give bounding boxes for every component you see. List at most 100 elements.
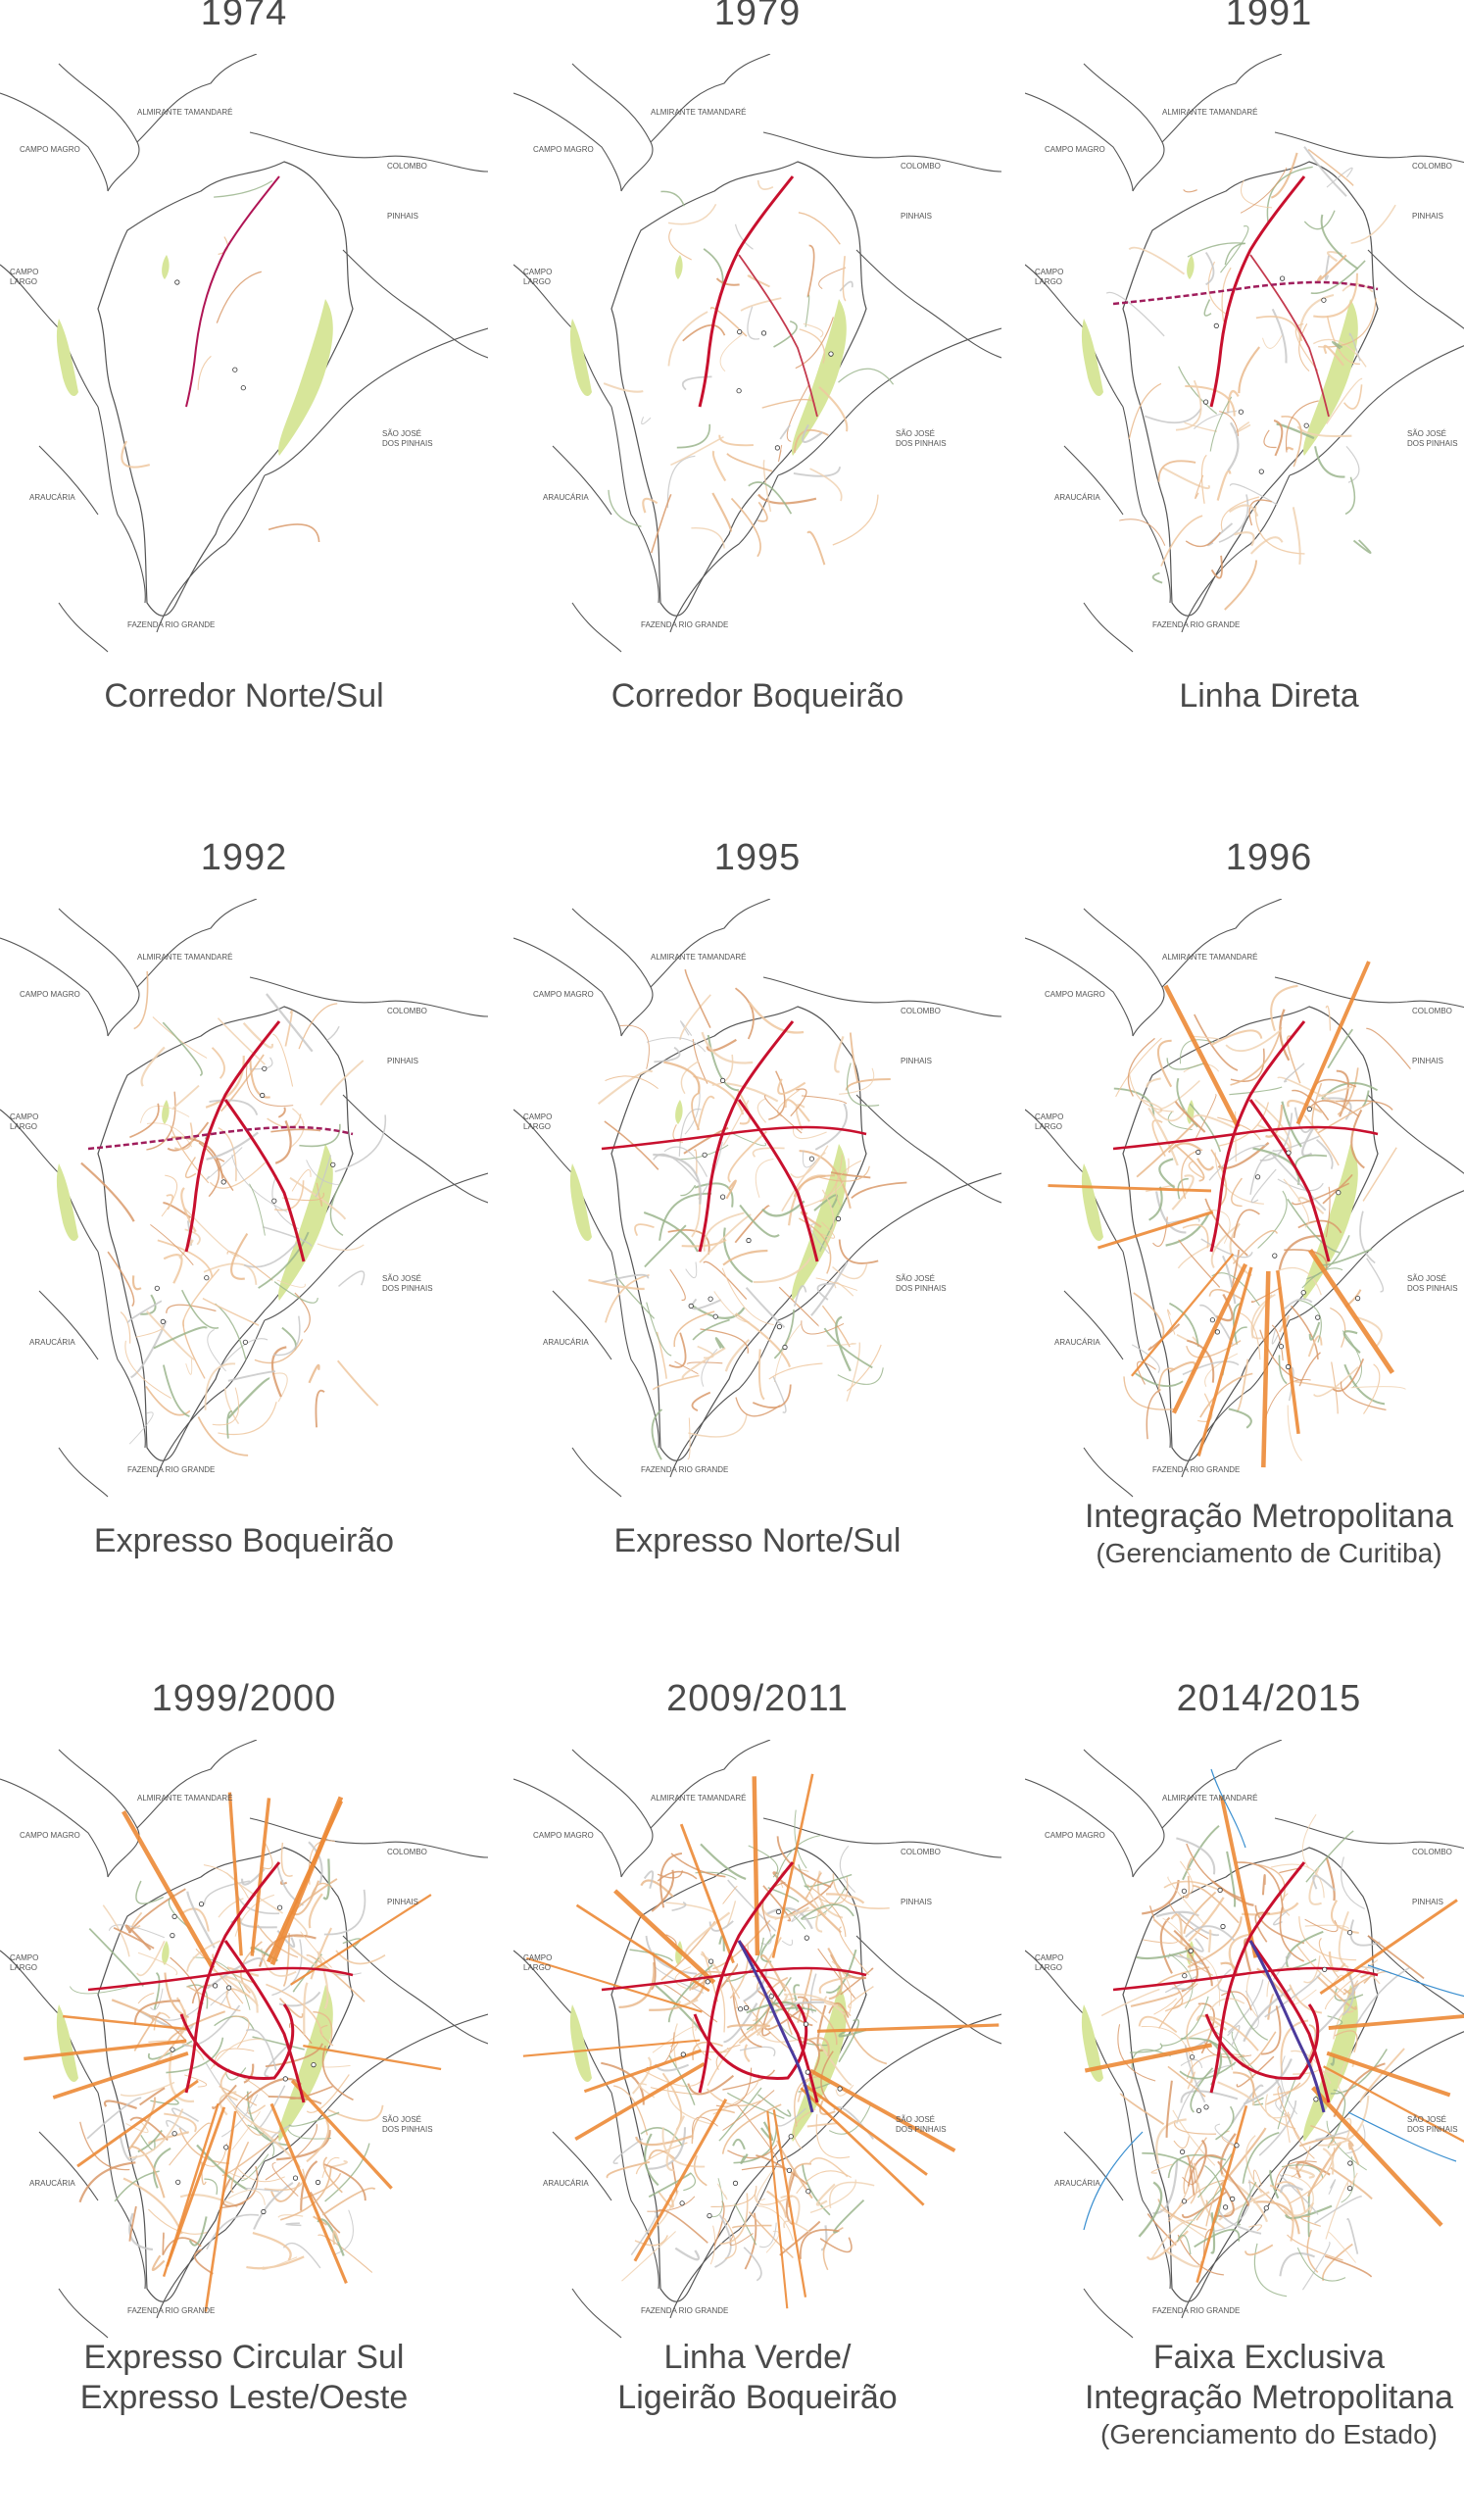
place-label-colombo: COLOMBO — [901, 162, 941, 171]
place-label-fazenda: FAZENDA RIO GRANDE — [641, 2306, 728, 2315]
caption-line: Expresso Leste/Oeste — [79, 2378, 409, 2416]
place-label-campo-largo-1: CAMPO — [523, 268, 552, 276]
place-label-almirante: ALMIRANTE TAMANDARÉ — [137, 1794, 233, 1803]
panel-caption: Faixa Exclusiva Integração Metropolitana(… — [1025, 2338, 1464, 2450]
place-label-sao-jose-1: SÃO JOSÉ — [1407, 1274, 1446, 1283]
place-label-almirante: ALMIRANTE TAMANDARÉ — [1162, 1794, 1258, 1803]
place-label-pinhais: PINHAIS — [1412, 212, 1443, 221]
place-label-sao-jose-2: DOS PINHAIS — [382, 2125, 433, 2134]
place-label-pinhais: PINHAIS — [901, 1057, 932, 1065]
place-label-campo-largo-2: LARGO — [1035, 1963, 1062, 1972]
place-label-colombo: COLOMBO — [901, 1007, 941, 1015]
place-label-sao-jose-1: SÃO JOSÉ — [896, 2115, 935, 2124]
place-label-fazenda: FAZENDA RIO GRANDE — [1152, 1465, 1240, 1474]
place-label-araucaria: ARAUCÁRIA — [1054, 1338, 1100, 1347]
panel-caption: Linha Direta — [1025, 676, 1464, 716]
place-label-colombo: COLOMBO — [387, 1007, 427, 1015]
place-label-fazenda: FAZENDA RIO GRANDE — [127, 1465, 215, 1474]
place-label-sao-jose-2: DOS PINHAIS — [896, 439, 947, 448]
place-label-araucaria: ARAUCÁRIA — [543, 2179, 589, 2188]
place-label-almirante: ALMIRANTE TAMANDARÉ — [651, 1794, 747, 1803]
place-label-colombo: COLOMBO — [1412, 1848, 1452, 1856]
caption-line: Integração Metropolitana — [1084, 2378, 1454, 2416]
place-label-campo-magro: CAMPO MAGRO — [533, 990, 594, 999]
place-label-campo-largo-2: LARGO — [10, 277, 37, 286]
place-label-sao-jose-2: DOS PINHAIS — [382, 439, 433, 448]
caption-line: Corredor Boqueirão — [610, 677, 904, 715]
map-drawing — [1025, 54, 1464, 653]
caption-subtitle: (Gerenciamento de Curitiba) — [1096, 1537, 1442, 1568]
network-map: ALMIRANTE TAMANDARÉ CAMPO MAGRO COLOMBO PIN… — [513, 899, 1001, 1502]
place-label-campo-largo-1: CAMPO — [10, 1112, 38, 1121]
network-map: ALMIRANTE TAMANDARÉ CAMPO MAGRO COLOMBO PIN… — [1025, 899, 1464, 1502]
place-label-fazenda: FAZENDA RIO GRANDE — [127, 2306, 215, 2315]
place-label-pinhais: PINHAIS — [1412, 1898, 1443, 1906]
place-label-almirante: ALMIRANTE TAMANDARÉ — [1162, 108, 1258, 117]
place-label-almirante: ALMIRANTE TAMANDARÉ — [1162, 953, 1258, 962]
place-label-sao-jose-1: SÃO JOSÉ — [382, 2115, 421, 2124]
map-drawing — [513, 54, 1001, 653]
place-label-campo-largo-1: CAMPO — [10, 1953, 38, 1962]
caption-line: Linha Direta — [1179, 677, 1359, 715]
place-label-sao-jose-2: DOS PINHAIS — [1407, 2125, 1458, 2134]
place-label-campo-magro: CAMPO MAGRO — [1045, 1831, 1105, 1840]
network-map: ALMIRANTE TAMANDARÉ CAMPO MAGRO COLOMBO PIN… — [0, 54, 488, 657]
map-drawing — [513, 899, 1001, 1498]
panel-year: 1996 — [1225, 837, 1313, 878]
caption-line: Linha Verde/ — [663, 2339, 852, 2376]
place-label-sao-jose-1: SÃO JOSÉ — [382, 1274, 421, 1283]
map-drawing — [0, 54, 488, 653]
place-label-colombo: COLOMBO — [1412, 162, 1452, 171]
panel-year: 1992 — [200, 837, 288, 878]
place-label-pinhais: PINHAIS — [901, 1898, 932, 1906]
place-label-almirante: ALMIRANTE TAMANDARÉ — [651, 953, 747, 962]
place-label-campo-magro: CAMPO MAGRO — [533, 145, 594, 154]
place-label-sao-jose-2: DOS PINHAIS — [1407, 439, 1458, 448]
network-map: ALMIRANTE TAMANDARÉ CAMPO MAGRO COLOMBO PIN… — [0, 899, 488, 1502]
place-label-sao-jose-2: DOS PINHAIS — [896, 1284, 947, 1293]
place-label-campo-largo-1: CAMPO — [523, 1112, 552, 1121]
place-label-campo-largo-2: LARGO — [523, 1122, 551, 1131]
place-label-campo-largo-1: CAMPO — [1035, 268, 1063, 276]
place-label-campo-largo-1: CAMPO — [1035, 1953, 1063, 1962]
map-drawing — [1025, 899, 1464, 1498]
panel-year: 2009/2011 — [666, 1678, 849, 1719]
place-label-araucaria: ARAUCÁRIA — [29, 2179, 75, 2188]
place-label-pinhais: PINHAIS — [1412, 1057, 1443, 1065]
place-label-almirante: ALMIRANTE TAMANDARÉ — [137, 953, 233, 962]
place-label-almirante: ALMIRANTE TAMANDARÉ — [137, 108, 233, 117]
place-label-pinhais: PINHAIS — [387, 1057, 418, 1065]
place-label-campo-largo-2: LARGO — [523, 277, 551, 286]
place-label-pinhais: PINHAIS — [901, 212, 932, 221]
map-drawing — [1025, 1740, 1464, 2339]
map-drawing — [0, 1740, 488, 2339]
panel-caption: Corredor Boqueirão — [513, 676, 1001, 716]
panel-year: 1991 — [1225, 0, 1313, 33]
panel-caption: Integração Metropolitana (Gerenciamento d… — [1025, 1497, 1464, 1569]
place-label-campo-largo-2: LARGO — [1035, 277, 1062, 286]
place-label-sao-jose-1: SÃO JOSÉ — [1407, 429, 1446, 438]
panel-caption: Expresso Boqueirão — [0, 1521, 488, 1561]
map-drawing — [0, 899, 488, 1498]
place-label-campo-largo-1: CAMPO — [10, 268, 38, 276]
place-label-sao-jose-2: DOS PINHAIS — [896, 2125, 947, 2134]
place-label-sao-jose-1: SÃO JOSÉ — [896, 1274, 935, 1283]
place-label-campo-largo-2: LARGO — [10, 1963, 37, 1972]
panel-caption: Expresso Norte/Sul — [513, 1521, 1001, 1561]
place-label-colombo: COLOMBO — [1412, 1007, 1452, 1015]
panel-caption: Linha Verde/Ligeirão Boqueirão — [513, 2338, 1001, 2418]
place-label-sao-jose-1: SÃO JOSÉ — [382, 429, 421, 438]
map-drawing — [513, 1740, 1001, 2339]
place-label-fazenda: FAZENDA RIO GRANDE — [641, 1465, 728, 1474]
place-label-fazenda: FAZENDA RIO GRANDE — [641, 620, 728, 629]
place-label-campo-magro: CAMPO MAGRO — [533, 1831, 594, 1840]
place-label-campo-magro: CAMPO MAGRO — [1045, 145, 1105, 154]
place-label-campo-largo-2: LARGO — [1035, 1122, 1062, 1131]
place-label-araucaria: ARAUCÁRIA — [29, 1338, 75, 1347]
place-label-pinhais: PINHAIS — [387, 212, 418, 221]
panel-caption: Corredor Norte/Sul — [0, 676, 488, 716]
place-label-sao-jose-2: DOS PINHAIS — [382, 1284, 433, 1293]
place-label-campo-largo-2: LARGO — [523, 1963, 551, 1972]
place-label-araucaria: ARAUCÁRIA — [29, 493, 75, 502]
place-label-campo-largo-1: CAMPO — [1035, 1112, 1063, 1121]
